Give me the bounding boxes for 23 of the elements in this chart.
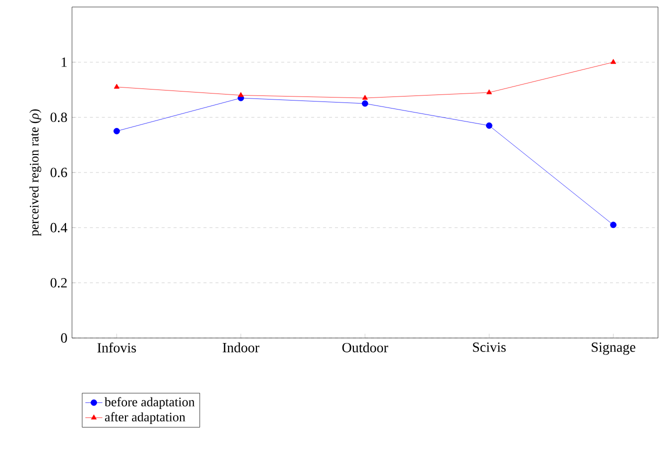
point (362, 100, 368, 107)
x-tick-label: Outdoor (342, 342, 388, 352)
y-tick-label: 0.4 (50, 222, 68, 232)
point (114, 128, 120, 134)
point (238, 92, 244, 97)
x-tick-label: Signage (592, 342, 636, 355)
y-tick-label: 1 (62, 58, 67, 67)
x-tick-label: Scivis (473, 342, 506, 352)
point (610, 58, 616, 64)
point (486, 122, 492, 129)
y-axis-title: perceived region rate (ρ) (29, 109, 42, 236)
x-tick-label: Infovis (97, 342, 136, 352)
point (362, 94, 368, 100)
legend-label: after adaptation (105, 412, 186, 424)
legend-label: before adaptation (104, 397, 195, 409)
y-tick-label: 0.6 (50, 168, 68, 178)
point (486, 89, 492, 94)
x-tick-label: Indoor (222, 342, 260, 352)
y-tick-label: 0.2 (50, 278, 67, 288)
y-tick-label: 0 (61, 333, 67, 343)
point (610, 222, 616, 228)
point (114, 84, 120, 89)
y-tick-label: 0.8 (50, 112, 67, 122)
